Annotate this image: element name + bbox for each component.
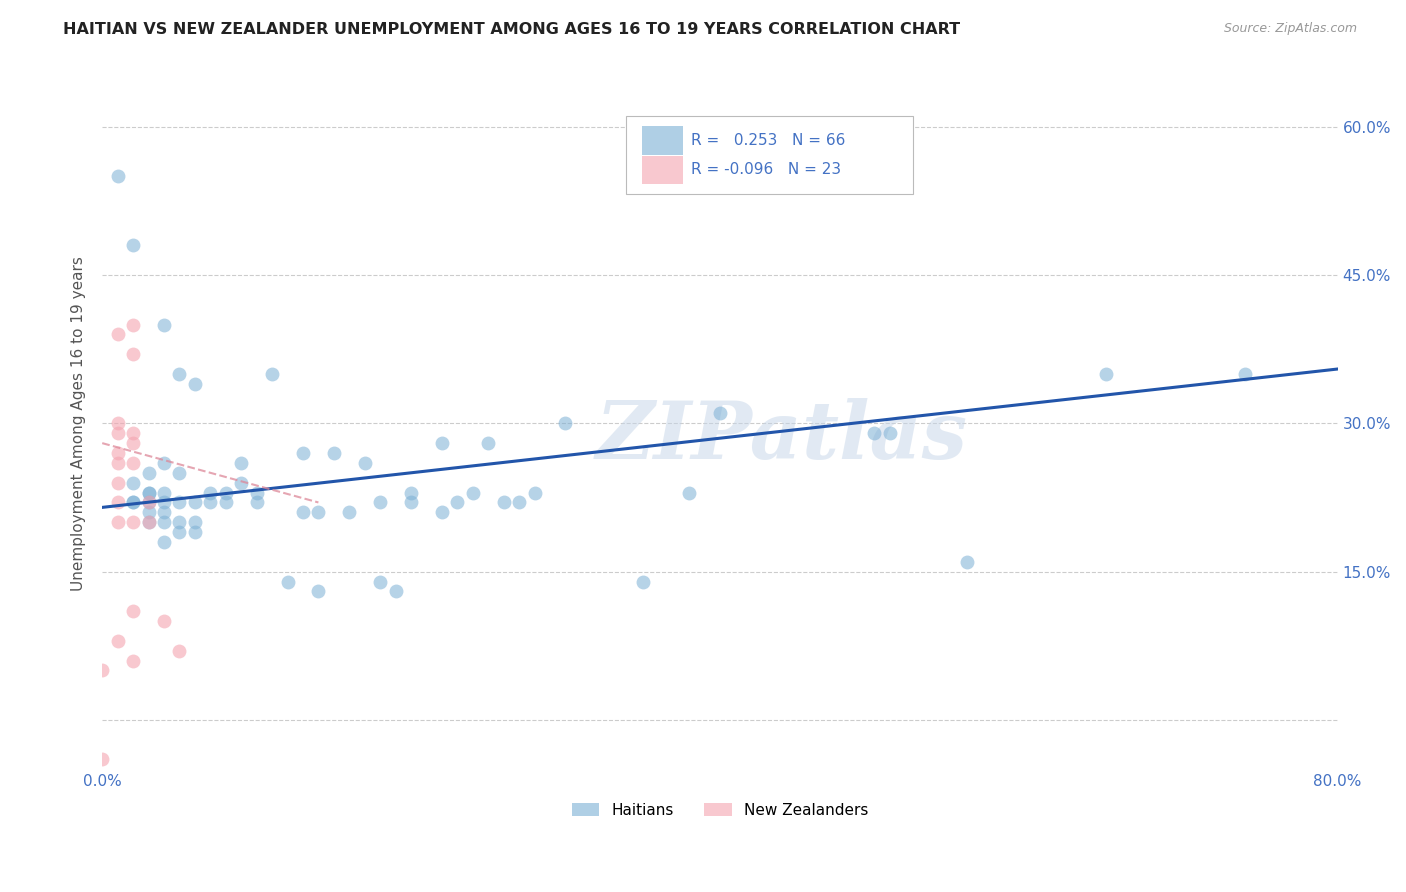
Point bbox=[107, 515, 129, 529]
Point bbox=[523, 485, 546, 500]
Point bbox=[215, 485, 238, 500]
Point bbox=[384, 584, 406, 599]
Point bbox=[399, 485, 422, 500]
Point bbox=[122, 515, 145, 529]
Point bbox=[107, 456, 129, 470]
Point bbox=[169, 367, 191, 381]
Point bbox=[446, 495, 468, 509]
Point bbox=[138, 485, 160, 500]
Point bbox=[122, 654, 145, 668]
Point bbox=[107, 426, 129, 441]
Point bbox=[122, 475, 145, 490]
Point bbox=[477, 436, 499, 450]
Point bbox=[138, 466, 160, 480]
Point bbox=[508, 495, 530, 509]
Point bbox=[122, 347, 145, 361]
Point bbox=[322, 446, 344, 460]
Point bbox=[138, 495, 160, 509]
Point bbox=[169, 515, 191, 529]
Point bbox=[368, 495, 391, 509]
Point bbox=[153, 535, 176, 549]
Point bbox=[337, 505, 360, 519]
Point bbox=[399, 495, 422, 509]
Point bbox=[138, 495, 160, 509]
Point bbox=[169, 495, 191, 509]
Y-axis label: Unemployment Among Ages 16 to 19 years: Unemployment Among Ages 16 to 19 years bbox=[72, 256, 86, 591]
Text: ZIPatlas: ZIPatlas bbox=[596, 399, 967, 476]
Point bbox=[291, 446, 314, 460]
Point bbox=[122, 495, 145, 509]
Point bbox=[246, 495, 269, 509]
Point bbox=[153, 505, 176, 519]
Point bbox=[246, 485, 269, 500]
Point bbox=[91, 752, 114, 766]
Point bbox=[879, 426, 901, 441]
Point bbox=[307, 505, 329, 519]
Point bbox=[107, 446, 129, 460]
Point bbox=[863, 426, 886, 441]
Point bbox=[138, 515, 160, 529]
Point bbox=[153, 456, 176, 470]
Point bbox=[169, 643, 191, 657]
Point bbox=[430, 436, 453, 450]
Point bbox=[122, 495, 145, 509]
Point bbox=[122, 436, 145, 450]
Point bbox=[91, 664, 114, 678]
Text: R =   0.253   N = 66: R = 0.253 N = 66 bbox=[692, 133, 845, 148]
Point bbox=[184, 495, 207, 509]
Point bbox=[430, 505, 453, 519]
Point bbox=[184, 376, 207, 391]
Point bbox=[153, 485, 176, 500]
Point bbox=[153, 318, 176, 332]
Point bbox=[153, 614, 176, 628]
Point bbox=[107, 475, 129, 490]
Point bbox=[107, 417, 129, 431]
Text: HAITIAN VS NEW ZEALANDER UNEMPLOYMENT AMONG AGES 16 TO 19 YEARS CORRELATION CHAR: HAITIAN VS NEW ZEALANDER UNEMPLOYMENT AM… bbox=[63, 22, 960, 37]
Point bbox=[200, 495, 222, 509]
Point bbox=[554, 417, 576, 431]
Point bbox=[184, 525, 207, 540]
Point bbox=[200, 485, 222, 500]
Point bbox=[231, 475, 253, 490]
Text: R = -0.096   N = 23: R = -0.096 N = 23 bbox=[692, 162, 841, 178]
Point bbox=[122, 456, 145, 470]
Point bbox=[107, 495, 129, 509]
Point bbox=[122, 318, 145, 332]
Point bbox=[1233, 367, 1256, 381]
Point bbox=[353, 456, 375, 470]
Point bbox=[138, 515, 160, 529]
Point bbox=[122, 426, 145, 441]
Point bbox=[169, 525, 191, 540]
Point bbox=[122, 604, 145, 618]
Point bbox=[956, 555, 979, 569]
Point bbox=[492, 495, 515, 509]
Point bbox=[138, 505, 160, 519]
Point bbox=[153, 495, 176, 509]
Point bbox=[107, 633, 129, 648]
Point bbox=[215, 495, 238, 509]
Text: Source: ZipAtlas.com: Source: ZipAtlas.com bbox=[1223, 22, 1357, 36]
Point bbox=[107, 169, 129, 184]
Point bbox=[1095, 367, 1118, 381]
Point bbox=[709, 407, 731, 421]
Point bbox=[368, 574, 391, 589]
Point bbox=[138, 485, 160, 500]
Point bbox=[184, 515, 207, 529]
Point bbox=[291, 505, 314, 519]
Point bbox=[262, 367, 284, 381]
Point bbox=[678, 485, 700, 500]
Point bbox=[231, 456, 253, 470]
Point bbox=[107, 327, 129, 342]
Point bbox=[276, 574, 298, 589]
Point bbox=[169, 466, 191, 480]
Point bbox=[153, 515, 176, 529]
Point bbox=[461, 485, 484, 500]
Legend: Haitians, New Zealanders: Haitians, New Zealanders bbox=[565, 797, 875, 824]
Point bbox=[122, 238, 145, 252]
Point bbox=[307, 584, 329, 599]
Point bbox=[631, 574, 654, 589]
